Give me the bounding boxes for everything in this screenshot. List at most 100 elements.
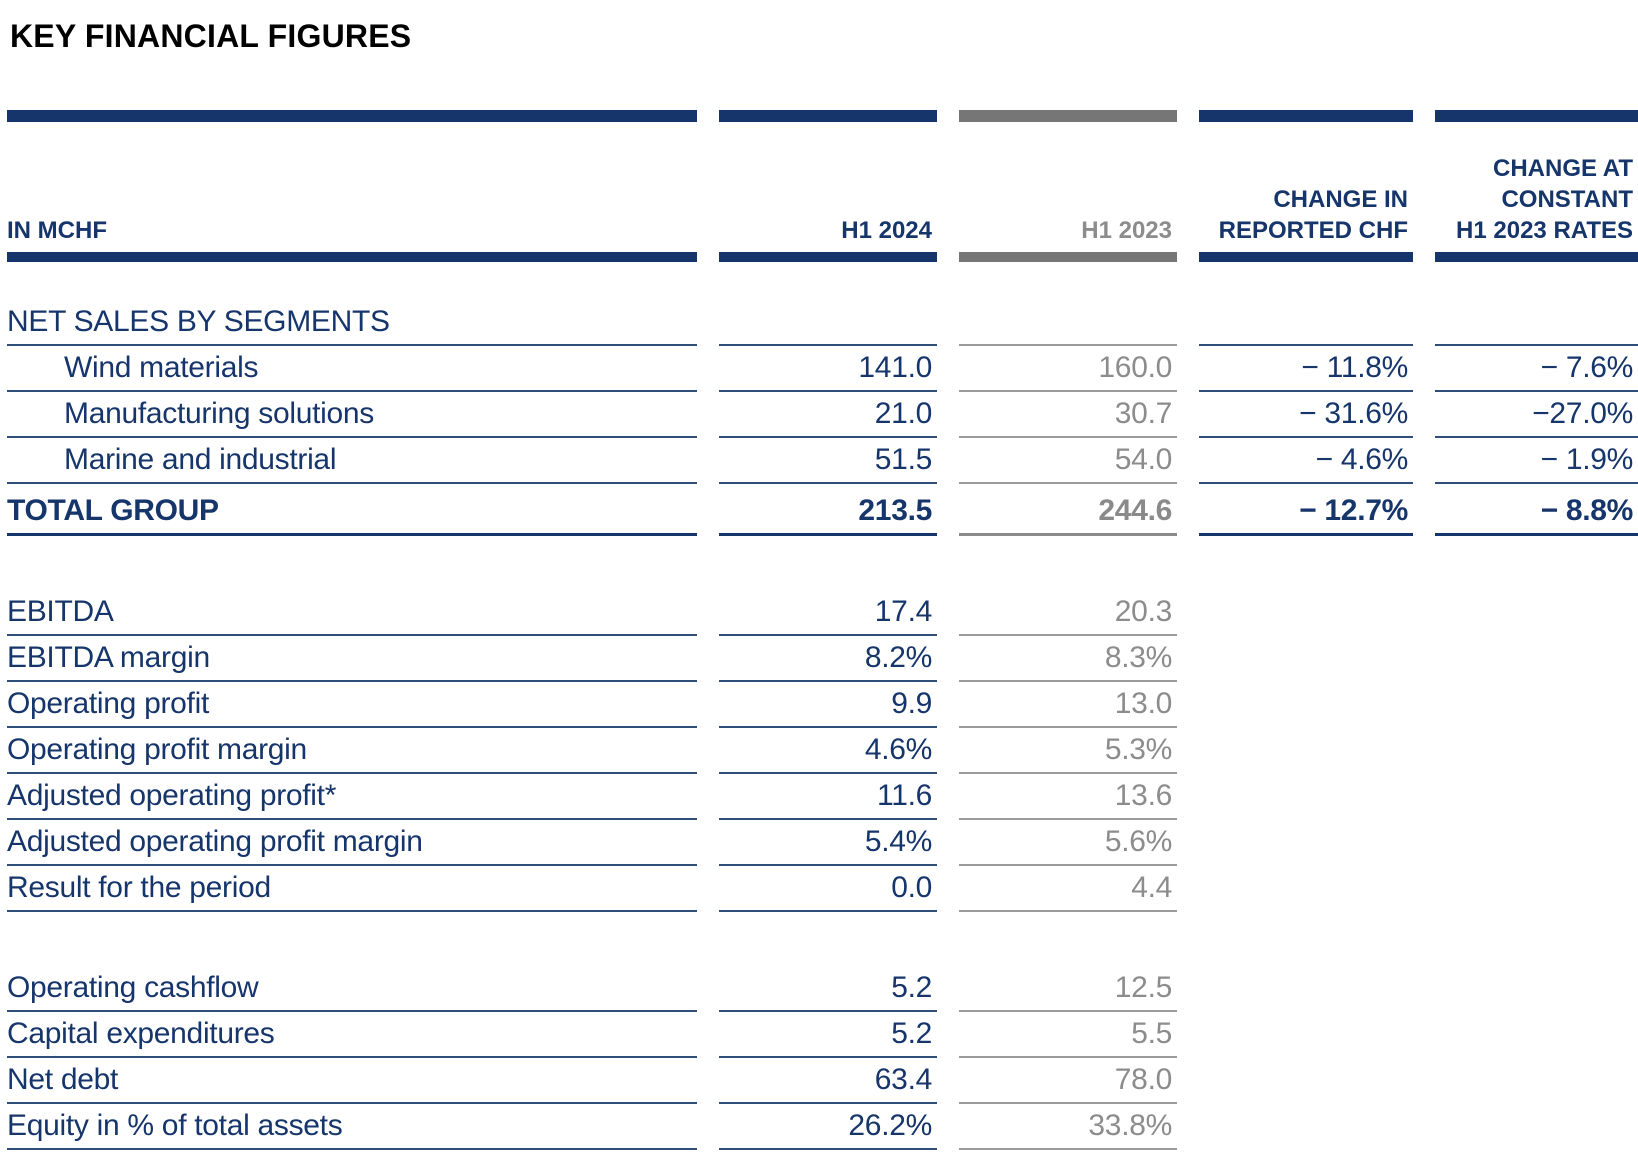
value-change-reported: [1199, 866, 1413, 912]
row-label: Manufacturing solutions: [7, 392, 697, 438]
value-change-constant: [1435, 820, 1638, 866]
value-h1-2023: [959, 262, 1177, 346]
value-change-constant: [1435, 774, 1638, 820]
value-h1-2023: [959, 912, 1177, 966]
top-rule-change-reported-column: [1199, 110, 1413, 122]
top-rule-label-column: [7, 110, 697, 122]
value-change-constant: [1435, 536, 1638, 590]
top-rule-h1-2023-column: [959, 110, 1177, 122]
value-h1-2024: 21.0: [719, 392, 937, 438]
value-change-reported: − 4.6%: [1199, 438, 1413, 484]
value-h1-2023: 13.0: [959, 682, 1177, 728]
value-h1-2023: 4.4: [959, 866, 1177, 912]
value-change-constant: [1435, 728, 1638, 774]
value-change-reported: [1199, 728, 1413, 774]
value-change-constant: [1435, 1104, 1638, 1150]
row-label: Operating cashflow: [7, 966, 697, 1012]
row-label: Equity in % of total assets: [7, 1104, 697, 1150]
row-label: Adjusted operating profit margin: [7, 820, 697, 866]
value-change-constant: [1435, 1058, 1638, 1104]
value-h1-2024: 63.4: [719, 1058, 937, 1104]
value-h1-2023: 5.3%: [959, 728, 1177, 774]
value-h1-2024: [719, 912, 937, 966]
value-change-reported: [1199, 912, 1413, 966]
row-label: NET SALES BY SEGMENTS: [7, 262, 697, 346]
top-rule-h1-2024-column: [719, 110, 937, 122]
value-h1-2023: 5.5: [959, 1012, 1177, 1058]
col-header-h1-2024: H1 2024: [719, 122, 937, 262]
value-change-reported: [1199, 1012, 1413, 1058]
value-h1-2023: 33.8%: [959, 1104, 1177, 1150]
value-change-constant: [1435, 866, 1638, 912]
value-change-constant: [1435, 590, 1638, 636]
col-header-change-constant: CHANGE AT CONSTANT H1 2023 RATES: [1435, 122, 1638, 262]
value-h1-2023: 20.3: [959, 590, 1177, 636]
value-change-reported: − 11.8%: [1199, 346, 1413, 392]
value-change-reported: [1199, 682, 1413, 728]
row-label: Operating profit margin: [7, 728, 697, 774]
value-h1-2024: 8.2%: [719, 636, 937, 682]
page-title: KEY FINANCIAL FIGURES: [10, 18, 412, 54]
value-h1-2024: 9.9: [719, 682, 937, 728]
value-h1-2024: 17.4: [719, 590, 937, 636]
row-label: [7, 536, 697, 590]
top-rule-change-constant-column: [1435, 110, 1638, 122]
value-h1-2024: 0.0: [719, 866, 937, 912]
row-label: EBITDA: [7, 590, 697, 636]
value-change-reported: [1199, 820, 1413, 866]
value-h1-2024: 141.0: [719, 346, 937, 392]
value-change-reported: [1199, 590, 1413, 636]
value-change-constant: [1435, 682, 1638, 728]
value-change-reported: [1199, 966, 1413, 1012]
value-h1-2024: 213.5: [719, 484, 937, 536]
value-change-reported: − 31.6%: [1199, 392, 1413, 438]
value-change-constant: [1435, 966, 1638, 1012]
row-label: Capital expenditures: [7, 1012, 697, 1058]
row-label: Net debt: [7, 1058, 697, 1104]
value-h1-2023: 160.0: [959, 346, 1177, 392]
value-h1-2023: [959, 536, 1177, 590]
value-change-constant: −27.0%: [1435, 392, 1638, 438]
row-label: Adjusted operating profit*: [7, 774, 697, 820]
value-change-constant: − 7.6%: [1435, 346, 1638, 392]
value-change-constant: [1435, 1012, 1638, 1058]
value-h1-2023: 54.0: [959, 438, 1177, 484]
value-change-constant: [1435, 636, 1638, 682]
unit-header: IN MCHF: [7, 122, 697, 262]
key-financial-figures-table: IN MCHF H1 2024 H1 2023 CHANGE IN REPORT…: [7, 110, 1638, 1150]
value-h1-2023: 8.3%: [959, 636, 1177, 682]
value-change-constant: − 8.8%: [1435, 484, 1638, 536]
value-h1-2023: 30.7: [959, 392, 1177, 438]
value-h1-2024: 5.2: [719, 1012, 937, 1058]
value-change-constant: − 1.9%: [1435, 438, 1638, 484]
value-change-constant: [1435, 262, 1638, 346]
value-change-reported: [1199, 774, 1413, 820]
value-h1-2024: 4.6%: [719, 728, 937, 774]
row-label: TOTAL GROUP: [7, 484, 697, 536]
value-h1-2024: 11.6: [719, 774, 937, 820]
value-change-reported: − 12.7%: [1199, 484, 1413, 536]
col-header-h1-2023: H1 2023: [959, 122, 1177, 262]
value-change-reported: [1199, 262, 1413, 346]
row-label: EBITDA margin: [7, 636, 697, 682]
row-label: Operating profit: [7, 682, 697, 728]
row-label: Marine and industrial: [7, 438, 697, 484]
value-change-reported: [1199, 1104, 1413, 1150]
value-change-constant: [1435, 912, 1638, 966]
value-h1-2024: [719, 536, 937, 590]
value-h1-2023: 12.5: [959, 966, 1177, 1012]
value-h1-2024: 26.2%: [719, 1104, 937, 1150]
value-h1-2023: 244.6: [959, 484, 1177, 536]
row-label: [7, 912, 697, 966]
value-h1-2024: [719, 262, 937, 346]
value-h1-2023: 78.0: [959, 1058, 1177, 1104]
value-h1-2024: 5.2: [719, 966, 937, 1012]
value-h1-2024: 5.4%: [719, 820, 937, 866]
value-change-reported: [1199, 536, 1413, 590]
value-h1-2023: 13.6: [959, 774, 1177, 820]
value-change-reported: [1199, 636, 1413, 682]
value-h1-2024: 51.5: [719, 438, 937, 484]
row-label: Wind materials: [7, 346, 697, 392]
row-label: Result for the period: [7, 866, 697, 912]
